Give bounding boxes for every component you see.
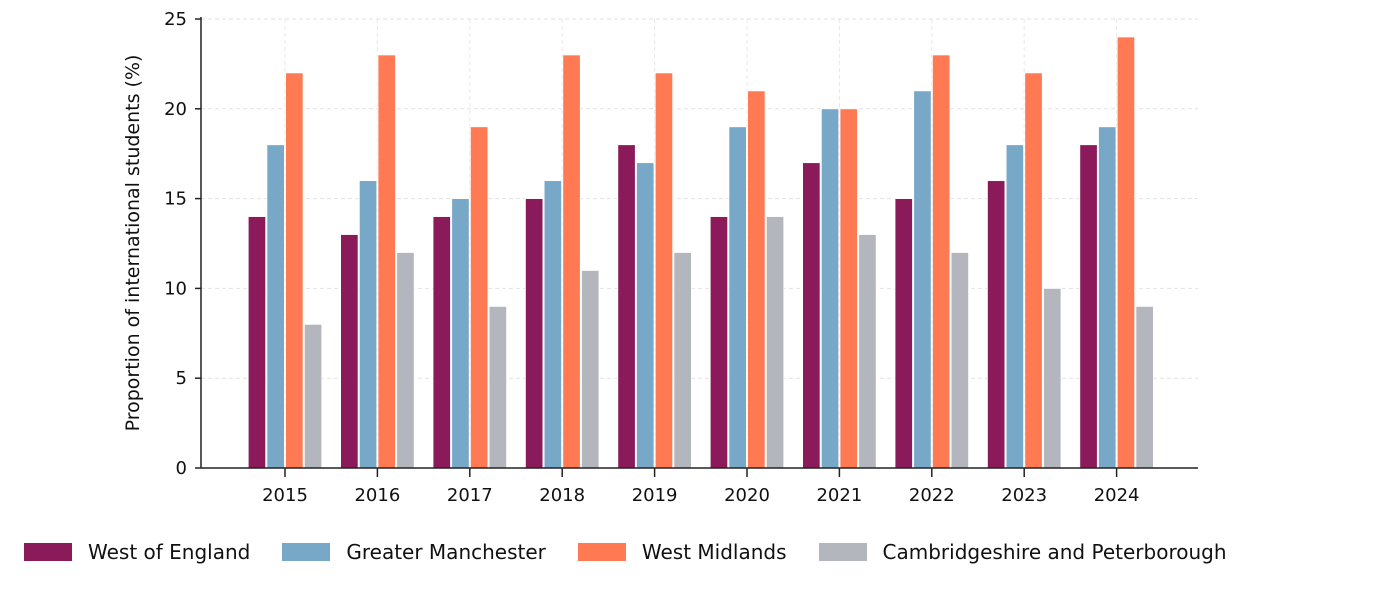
bar-greater-manchester-2018 — [543, 180, 562, 469]
bar-west-midlands-2019 — [654, 72, 674, 469]
bar-west-of-england-2016 — [340, 234, 359, 469]
bar-cambridgeshire-and-peterborough-2024 — [1135, 305, 1154, 469]
y-tick-label: 10 — [164, 278, 187, 299]
bar-chart: 0 5 10 15 20 25 2015 2016 2017 2018 2019 2020 2021 20… — [122, 9, 1198, 506]
bar-cambridgeshire-and-peterborough-2023 — [1043, 287, 1062, 469]
x-tick-label: 2019 — [632, 485, 678, 506]
x-tick-label: 2022 — [909, 485, 955, 506]
x-tick-label: 2024 — [1094, 485, 1140, 506]
bars — [247, 36, 1154, 469]
x-tick-label: 2021 — [816, 485, 862, 506]
legend-item: West Midlands — [577, 540, 787, 564]
bar-west-of-england-2015 — [247, 216, 267, 469]
bar-west-of-england-2020 — [709, 216, 729, 469]
x-tick-label: 2023 — [1001, 485, 1047, 506]
legend-item: Cambridgeshire and Peterborough — [818, 540, 1227, 564]
bar-west-of-england-2018 — [525, 198, 544, 469]
bar-west-of-england-2017 — [432, 216, 451, 469]
bar-cambridgeshire-and-peterborough-2018 — [581, 270, 600, 469]
legend-item: Greater Manchester — [282, 540, 546, 564]
x-tick-label: 2018 — [539, 485, 585, 506]
bar-cambridgeshire-and-peterborough-2016 — [396, 252, 415, 469]
legend: West of England Greater Manchester West Mi… — [24, 540, 1259, 564]
y-tick-label: 15 — [164, 189, 187, 210]
x-tick-label: 2015 — [262, 485, 308, 506]
legend-swatch — [282, 543, 331, 561]
bar-cambridgeshire-and-peterborough-2020 — [765, 216, 785, 469]
bar-west-midlands-2018 — [562, 54, 581, 469]
x-tick-label: 2017 — [447, 485, 493, 506]
bar-greater-manchester-2023 — [1005, 144, 1024, 469]
bar-greater-manchester-2016 — [358, 180, 378, 469]
bar-west-of-england-2024 — [1079, 144, 1098, 469]
legend-swatch — [577, 543, 626, 561]
x-tick-label: 2020 — [724, 485, 770, 506]
bar-west-midlands-2020 — [747, 90, 766, 469]
y-tick-label: 25 — [164, 9, 187, 30]
bar-greater-manchester-2020 — [728, 126, 747, 469]
legend-swatch — [818, 543, 867, 561]
legend-label: Cambridgeshire and Peterborough — [882, 540, 1227, 564]
bar-greater-manchester-2017 — [451, 198, 470, 469]
bar-west-of-england-2022 — [894, 198, 913, 469]
bar-west-of-england-2023 — [987, 180, 1006, 469]
bar-greater-manchester-2022 — [913, 90, 932, 469]
legend-item: West of England — [24, 540, 250, 564]
x-tick-label: 2016 — [354, 485, 400, 506]
bar-west-midlands-2024 — [1116, 36, 1136, 469]
gridlines — [201, 18, 1198, 468]
bar-greater-manchester-2015 — [266, 144, 285, 469]
bar-west-midlands-2023 — [1024, 72, 1043, 469]
y-tick-label: 5 — [176, 368, 187, 389]
bar-cambridgeshire-and-peterborough-2022 — [950, 252, 969, 469]
bar-greater-manchester-2019 — [636, 162, 655, 469]
bar-cambridgeshire-and-peterborough-2019 — [673, 252, 692, 469]
bar-greater-manchester-2021 — [820, 108, 840, 469]
bar-west-midlands-2017 — [469, 126, 489, 469]
bar-west-of-england-2021 — [802, 162, 821, 469]
legend-label: West of England — [88, 540, 251, 564]
y-axis-label: Proportion of international students (%) — [122, 55, 144, 432]
y-tick-label: 20 — [164, 99, 187, 120]
bar-west-midlands-2021 — [839, 108, 858, 469]
bar-west-midlands-2015 — [285, 72, 304, 469]
legend-swatch — [24, 543, 72, 561]
bar-cambridgeshire-and-peterborough-2017 — [488, 305, 508, 469]
legend-label: Greater Manchester — [346, 540, 546, 564]
bar-west-of-england-2019 — [617, 144, 636, 469]
y-tick-label: 0 — [176, 458, 187, 479]
axes: 0 5 10 15 20 25 2015 2016 2017 2018 2019 2020 2021 20… — [164, 9, 1198, 506]
bar-west-midlands-2022 — [932, 54, 951, 469]
legend-label: West Midlands — [641, 540, 787, 564]
bar-greater-manchester-2024 — [1098, 126, 1117, 469]
bar-west-midlands-2016 — [377, 54, 396, 469]
bar-cambridgeshire-and-peterborough-2015 — [303, 323, 323, 469]
bar-cambridgeshire-and-peterborough-2021 — [858, 234, 877, 469]
